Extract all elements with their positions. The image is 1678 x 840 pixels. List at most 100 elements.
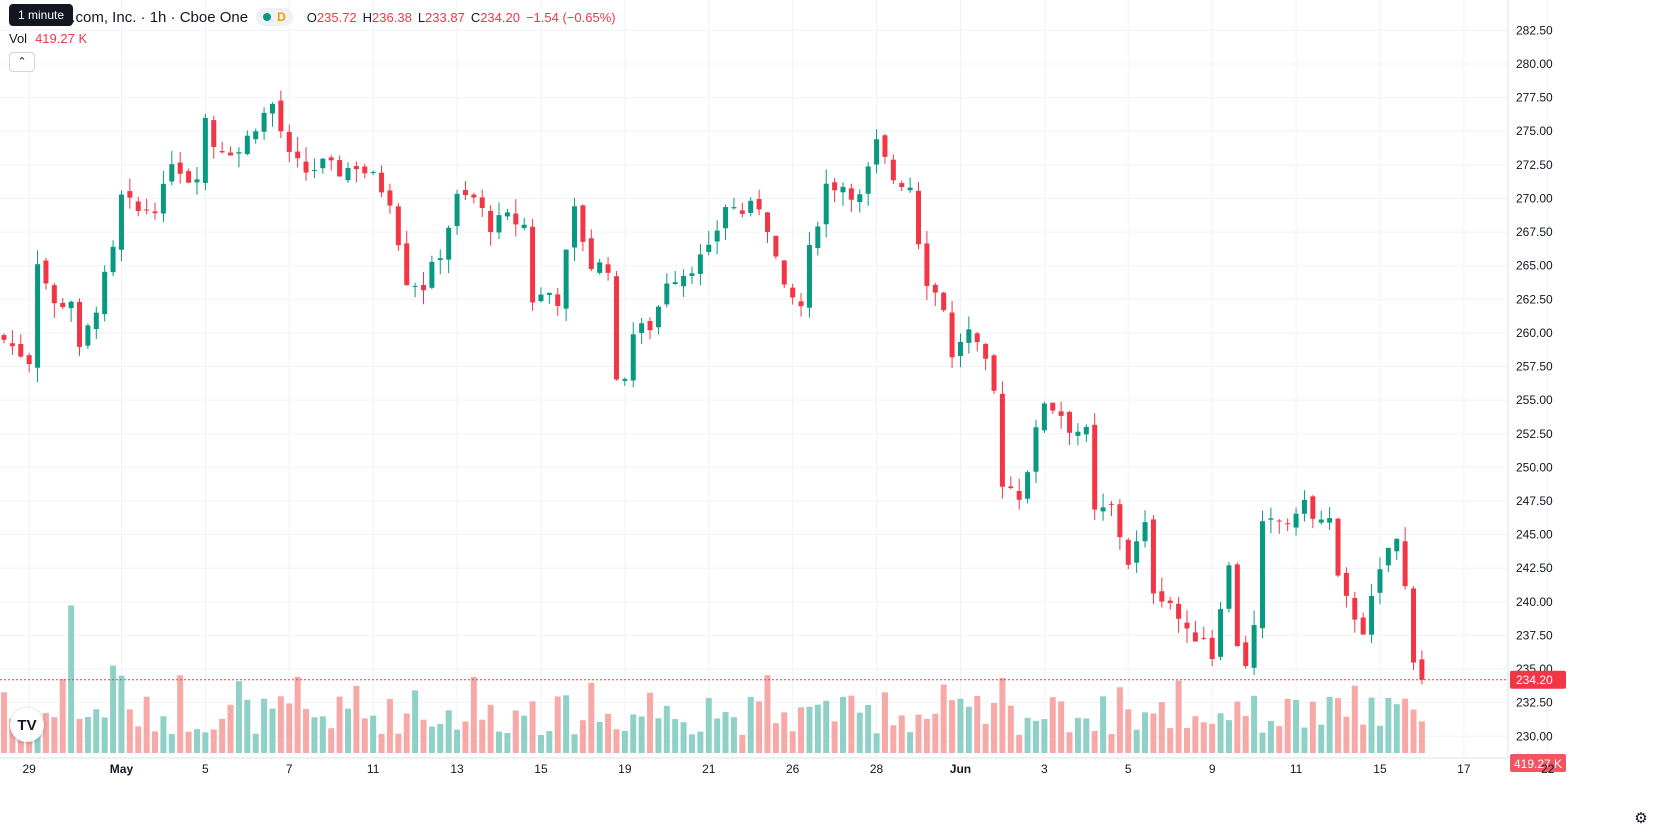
candle-body (93, 312, 99, 330)
candle-body (77, 301, 83, 347)
candle-body (51, 285, 57, 304)
volume-bar (395, 733, 402, 753)
candle-body (1142, 522, 1148, 542)
candle-body (513, 213, 519, 225)
volume-bar (546, 731, 553, 753)
price-tick-label: 260.00 (1516, 326, 1553, 340)
last-price-badge (1510, 670, 1566, 689)
candle-body (731, 207, 737, 209)
candle-body (228, 152, 234, 156)
price-tick-label: 257.50 (1516, 360, 1553, 374)
volume-bar (571, 734, 578, 753)
volume-bar (227, 704, 234, 753)
candle-body (1352, 598, 1358, 620)
volume-value: 419.27 K (35, 31, 88, 46)
volume-bar (789, 731, 796, 753)
volume-bar (370, 715, 377, 753)
gear-icon[interactable]: ⚙ (1634, 810, 1648, 827)
volume-bar (34, 730, 41, 753)
volume-bar (185, 731, 192, 753)
volume-bar (806, 706, 813, 753)
candle-body (1394, 538, 1400, 552)
candle-body (983, 343, 989, 359)
candle-body (580, 205, 586, 242)
volume-bar (110, 665, 117, 753)
candle-body (18, 343, 24, 357)
data-badge: D (277, 10, 286, 24)
time-axis[interactable]: 29 May 5 7 11 13 15 19 21 26 28 Jun 3 5 9 11 15 17 22 (22, 762, 1554, 776)
volume-bar (1368, 697, 1375, 753)
volume-bar (1418, 721, 1425, 753)
volume-bar (386, 698, 393, 753)
volume-bar (244, 699, 251, 753)
candle-body (1268, 518, 1274, 520)
volume-bar (126, 709, 133, 753)
volume-bar (84, 716, 91, 753)
candle-body (1243, 642, 1249, 667)
volume-bar (663, 705, 670, 753)
candle-body (353, 166, 359, 170)
price-axis[interactable]: 282.50 280.00 277.50 275.00 272.50 270.00 267.… (1510, 23, 1566, 772)
volume-bar (202, 732, 209, 753)
candle-body (672, 282, 678, 284)
candle-body (462, 190, 468, 196)
volume-bar (840, 697, 846, 753)
collapse-legend-button[interactable]: ⌃ (9, 52, 35, 72)
volume-bar (596, 721, 603, 753)
candle-body (1285, 523, 1291, 525)
volume-bar (420, 719, 427, 753)
candle-body (664, 283, 670, 305)
time-tick-label: 5 (202, 762, 209, 776)
volume-bar (1041, 719, 1048, 753)
symbol-title[interactable]: n.com, Inc. · 1h · Cboe One (63, 8, 249, 26)
candle-body (1327, 518, 1333, 523)
volume-bar (756, 701, 763, 753)
volume-bar (537, 734, 544, 753)
volume-bar (1251, 695, 1258, 753)
price-tick-label: 237.50 (1516, 628, 1553, 642)
volume-bar (1100, 696, 1107, 753)
close-value: 234.20 (480, 9, 520, 25)
volume-legend[interactable]: Vol 419.27 K (9, 31, 87, 46)
candle-body (68, 301, 74, 309)
volume-bar (512, 710, 519, 753)
candle-body (488, 210, 494, 233)
candle-body (345, 167, 351, 181)
candle-body (429, 261, 435, 288)
tradingview-logo[interactable]: TV (10, 708, 44, 742)
candle-body (588, 238, 594, 269)
candle-body (286, 131, 292, 152)
volume-bar (319, 716, 326, 753)
candle-body (1041, 403, 1047, 431)
volume-bar (1360, 724, 1367, 753)
price-tick-label: 240.00 (1516, 595, 1553, 609)
candle-body (118, 194, 124, 250)
volume-bar (1049, 697, 1056, 753)
volume-bar (152, 731, 159, 753)
volume-bar (294, 676, 301, 753)
volume-bar (957, 698, 964, 753)
candle-body (882, 135, 888, 157)
volume-bar (579, 720, 586, 753)
candle-body (1083, 426, 1089, 435)
market-status[interactable]: D (256, 8, 293, 26)
candle-body (1100, 507, 1106, 512)
volume-bar (1393, 704, 1400, 753)
volume-bar (252, 733, 259, 753)
candle-body (504, 212, 510, 217)
candle-body (194, 179, 200, 183)
volume-bar (1276, 726, 1283, 753)
volume-bar (143, 696, 150, 753)
volume-bar (1150, 713, 1157, 753)
price-tick-label: 275.00 (1516, 124, 1553, 138)
volume-bar (1225, 720, 1232, 753)
candle-body (1377, 569, 1383, 593)
candle-body (186, 171, 192, 183)
price-tick-label: 247.50 (1516, 494, 1553, 508)
grid-lines (0, 0, 1549, 759)
volume-bar (1016, 734, 1023, 753)
price-tick-label: 267.50 (1516, 225, 1553, 239)
volume-bar (1108, 734, 1115, 753)
